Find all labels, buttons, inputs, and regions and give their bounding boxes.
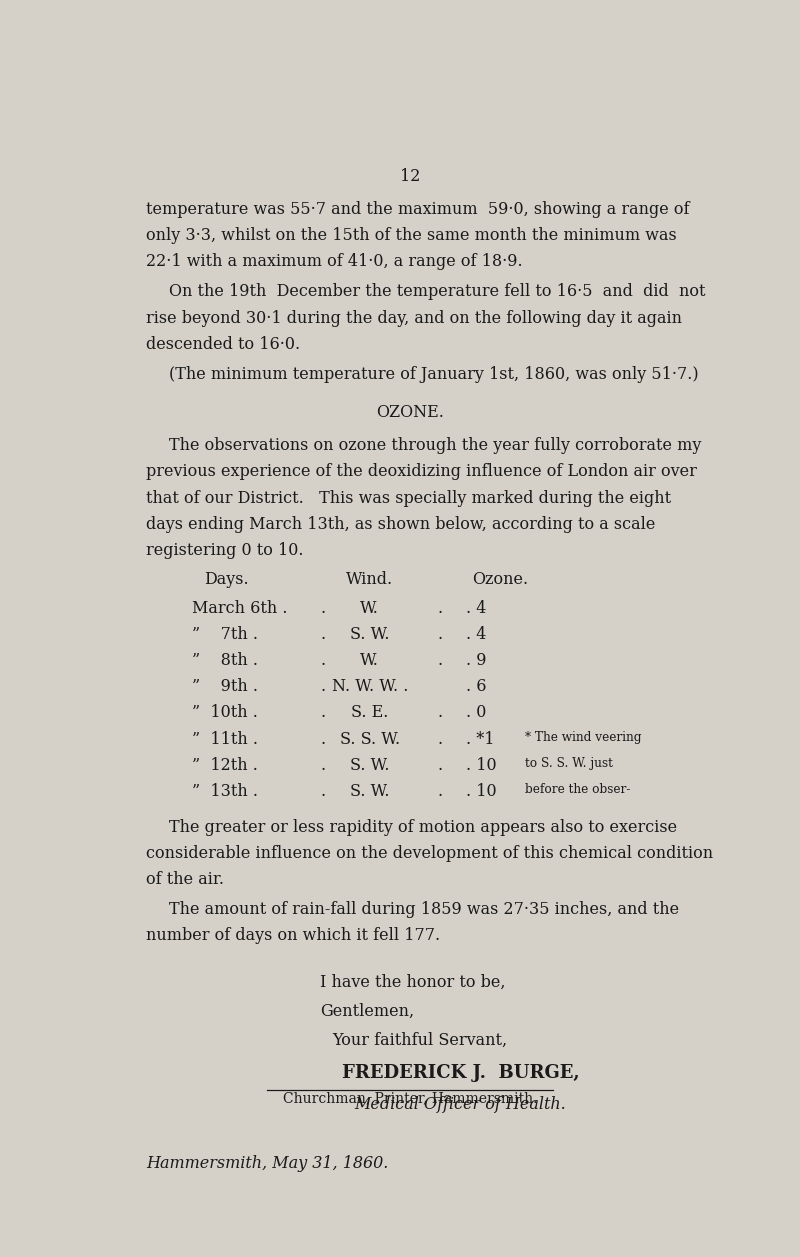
- Text: W.: W.: [360, 652, 379, 669]
- Text: .: .: [438, 600, 443, 617]
- Text: .: .: [320, 626, 326, 644]
- Text: descended to 16·0.: descended to 16·0.: [146, 336, 301, 353]
- Text: 12: 12: [400, 168, 420, 185]
- Text: . 4: . 4: [466, 600, 486, 617]
- Text: OZONE.: OZONE.: [376, 405, 444, 421]
- Text: temperature was 55·7 and the maximum  59·0, showing a range of: temperature was 55·7 and the maximum 59·…: [146, 201, 690, 219]
- Text: to S. S. W. just: to S. S. W. just: [525, 757, 613, 769]
- Text: 22·1 with a maximum of 41·0, a range of 18·9.: 22·1 with a maximum of 41·0, a range of …: [146, 254, 523, 270]
- Text: S. W.: S. W.: [350, 626, 390, 644]
- Text: . *1: . *1: [466, 730, 494, 748]
- Text: ”  13th .: ” 13th .: [192, 783, 258, 799]
- Text: W.: W.: [360, 600, 379, 617]
- Text: I have the honor to be,: I have the honor to be,: [320, 974, 506, 991]
- Text: days ending March 13th, as shown below, according to a scale: days ending March 13th, as shown below, …: [146, 515, 656, 533]
- Text: Ozone.: Ozone.: [472, 571, 528, 588]
- Text: (The minimum temperature of January 1st, 1860, was only 51·7.): (The minimum temperature of January 1st,…: [170, 366, 699, 382]
- Text: .: .: [320, 730, 326, 748]
- Text: .: .: [438, 757, 443, 774]
- Text: rise beyond 30·1 during the day, and on the following day it again: rise beyond 30·1 during the day, and on …: [146, 309, 682, 327]
- Text: of the air.: of the air.: [146, 871, 225, 887]
- Text: Medical Officer of Health.: Medical Officer of Health.: [354, 1096, 566, 1114]
- Text: The observations on ozone through the year fully corroborate my: The observations on ozone through the ye…: [170, 437, 702, 454]
- Text: .: .: [320, 652, 326, 669]
- Text: Wind.: Wind.: [346, 571, 394, 588]
- Text: FREDERICK J.  BURGE,: FREDERICK J. BURGE,: [342, 1063, 579, 1081]
- Text: .: .: [438, 783, 443, 799]
- Text: ”  12th .: ” 12th .: [192, 757, 258, 774]
- Text: that of our District.   This was specially marked during the eight: that of our District. This was specially…: [146, 490, 672, 507]
- Text: N. W. W. .: N. W. W. .: [331, 679, 408, 695]
- Text: .: .: [320, 679, 326, 695]
- Text: March 6th .: March 6th .: [192, 600, 287, 617]
- Text: ”    7th .: ” 7th .: [192, 626, 258, 644]
- Text: ”    9th .: ” 9th .: [192, 679, 258, 695]
- Text: The amount of rain-fall during 1859 was 27·35 inches, and the: The amount of rain-fall during 1859 was …: [170, 901, 679, 918]
- Text: before the obser-: before the obser-: [525, 783, 630, 796]
- Text: On the 19th  December the temperature fell to 16·5  and  did  not: On the 19th December the temperature fel…: [170, 283, 706, 300]
- Text: S. W.: S. W.: [350, 783, 390, 799]
- Text: .: .: [320, 704, 326, 722]
- Text: considerable influence on the development of this chemical condition: considerable influence on the developmen…: [146, 845, 714, 862]
- Text: .: .: [438, 652, 443, 669]
- Text: . 9: . 9: [466, 652, 486, 669]
- Text: S. E.: S. E.: [351, 704, 388, 722]
- Text: ”  11th .: ” 11th .: [192, 730, 258, 748]
- Text: .: .: [320, 600, 326, 617]
- Text: S. S. W.: S. S. W.: [340, 730, 400, 748]
- Text: Gentlemen,: Gentlemen,: [320, 1003, 414, 1019]
- Text: The greater or less rapidity of motion appears also to exercise: The greater or less rapidity of motion a…: [170, 818, 678, 836]
- Text: Churchman, Printer, Hammersmith.: Churchman, Printer, Hammersmith.: [283, 1091, 537, 1106]
- Text: .: .: [438, 704, 443, 722]
- Text: number of days on which it fell 177.: number of days on which it fell 177.: [146, 928, 441, 944]
- Text: .: .: [438, 626, 443, 644]
- Text: .: .: [320, 757, 326, 774]
- Text: ”    8th .: ” 8th .: [192, 652, 258, 669]
- Text: . 10: . 10: [466, 757, 497, 774]
- Text: . 0: . 0: [466, 704, 486, 722]
- Text: Days.: Days.: [204, 571, 249, 588]
- Text: * The wind veering: * The wind veering: [525, 730, 642, 744]
- Text: ”  10th .: ” 10th .: [192, 704, 258, 722]
- Text: . 10: . 10: [466, 783, 497, 799]
- Text: .: .: [320, 783, 326, 799]
- Text: S. W.: S. W.: [350, 757, 390, 774]
- Text: only 3·3, whilst on the 15th of the same month the minimum was: only 3·3, whilst on the 15th of the same…: [146, 228, 678, 244]
- Text: . 6: . 6: [466, 679, 486, 695]
- Text: Your faithful Servant,: Your faithful Servant,: [333, 1032, 508, 1048]
- Text: previous experience of the deoxidizing influence of London air over: previous experience of the deoxidizing i…: [146, 464, 698, 480]
- Text: . 4: . 4: [466, 626, 486, 644]
- Text: registering 0 to 10.: registering 0 to 10.: [146, 542, 304, 559]
- Text: .: .: [438, 730, 443, 748]
- Text: Hammersmith, May 31, 1860.: Hammersmith, May 31, 1860.: [146, 1154, 389, 1172]
